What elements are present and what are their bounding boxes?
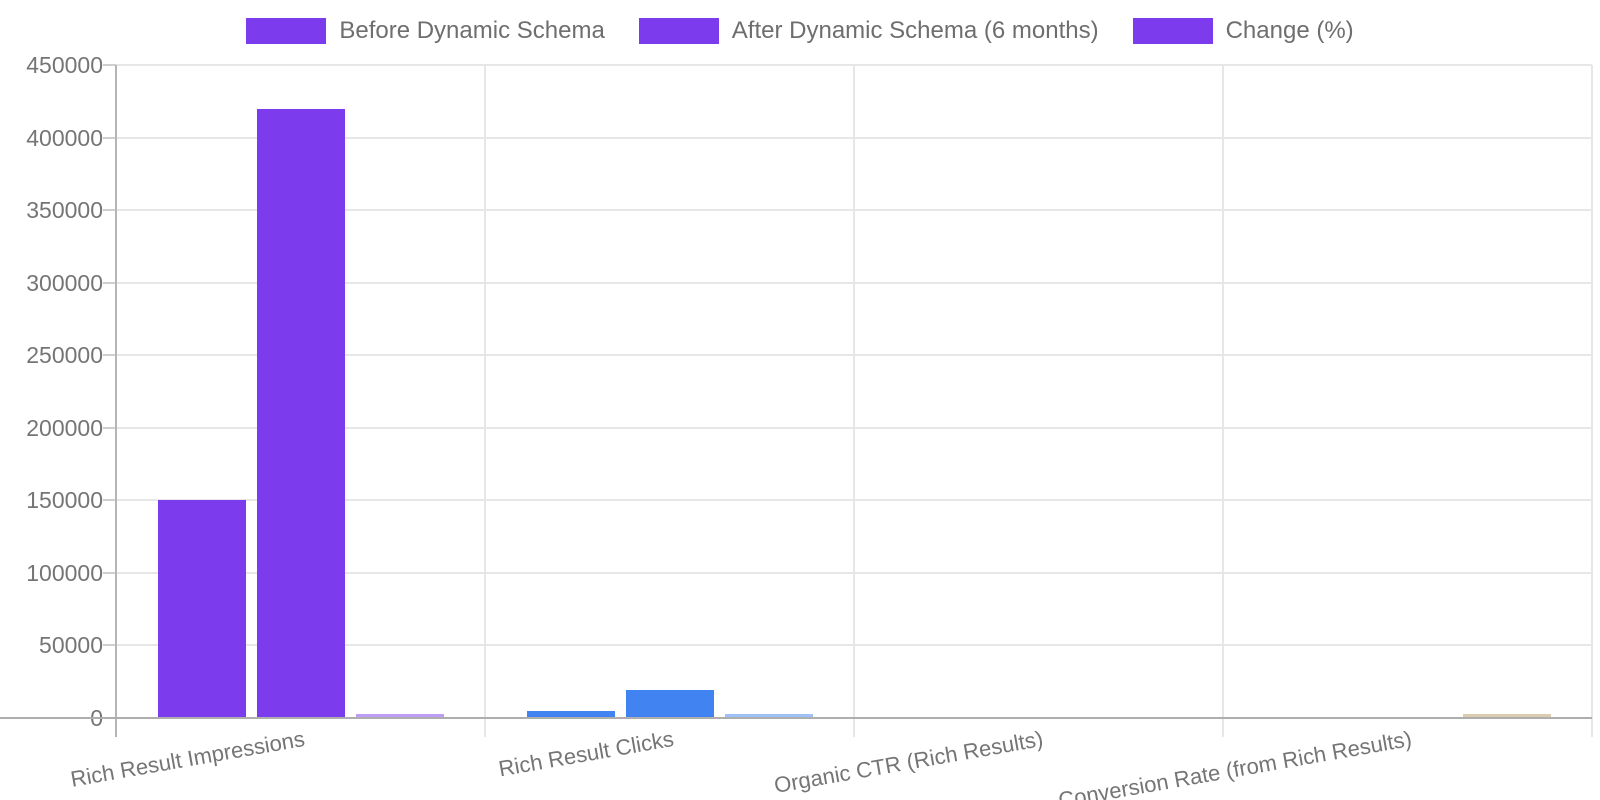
y-tick-mark (103, 571, 116, 574)
x-gridline (1591, 65, 1593, 737)
x-gridline (484, 65, 486, 737)
y-tick-label: 350000 (26, 197, 103, 223)
legend-item-change-percent: Change (%) (1132, 17, 1354, 45)
legend-swatch (638, 18, 719, 44)
y-tick-mark (103, 281, 116, 284)
x-axis-label: Rich Result Clicks (496, 726, 676, 782)
y-axis-line (115, 65, 117, 737)
bar-3-cat-2 (725, 714, 813, 718)
bar-1-cat-2 (527, 710, 615, 718)
y-tick-label: 250000 (26, 342, 103, 368)
x-axis-line (0, 716, 1592, 719)
legend-item-before-dynamic-schema: Before Dynamic Schema (246, 17, 605, 45)
y-tick-mark (103, 426, 116, 429)
x-axis-label: Conversion Rate (from Rich Results) (1056, 726, 1414, 800)
y-tick-label: 100000 (26, 559, 103, 586)
y-tick-mark (103, 209, 116, 211)
y-tick-mark (103, 499, 116, 501)
bar-3-cat-1 (356, 714, 444, 718)
legend-item-after-dynamic-schema: After Dynamic Schema (6 months) (638, 17, 1099, 45)
y-tick-label: 300000 (26, 269, 103, 296)
legend-label: Before Dynamic Schema (339, 17, 605, 44)
bar-2-cat-2 (626, 690, 714, 718)
y-tick-label: 450000 (26, 52, 103, 78)
y-tick-label: 400000 (26, 124, 103, 151)
y-tick-mark (103, 644, 116, 646)
bar-1-cat-1 (158, 500, 246, 718)
x-axis-label: Rich Result Impressions (68, 726, 307, 792)
legend-label: Change (%) (1225, 17, 1354, 44)
x-gridline (1222, 65, 1224, 737)
y-tick-label: 200000 (26, 414, 103, 441)
x-axis-label: Organic CTR (Rich Results) (772, 726, 1045, 798)
y-tick-mark (103, 136, 116, 139)
legend-label: After Dynamic Schema (6 months) (731, 17, 1099, 44)
x-gridline (853, 65, 855, 737)
chart-legend: Before Dynamic Schema After Dynamic Sche… (0, 12, 1600, 50)
y-tick-mark (103, 64, 116, 66)
y-tick-label: 150000 (26, 487, 103, 513)
bar-3-cat-4 (1463, 714, 1551, 718)
legend-swatch (1132, 18, 1213, 44)
legend-swatch (246, 18, 327, 44)
y-tick-label: 50000 (39, 632, 103, 658)
bar-2-cat-1 (257, 108, 345, 718)
y-tick-mark (103, 354, 116, 356)
